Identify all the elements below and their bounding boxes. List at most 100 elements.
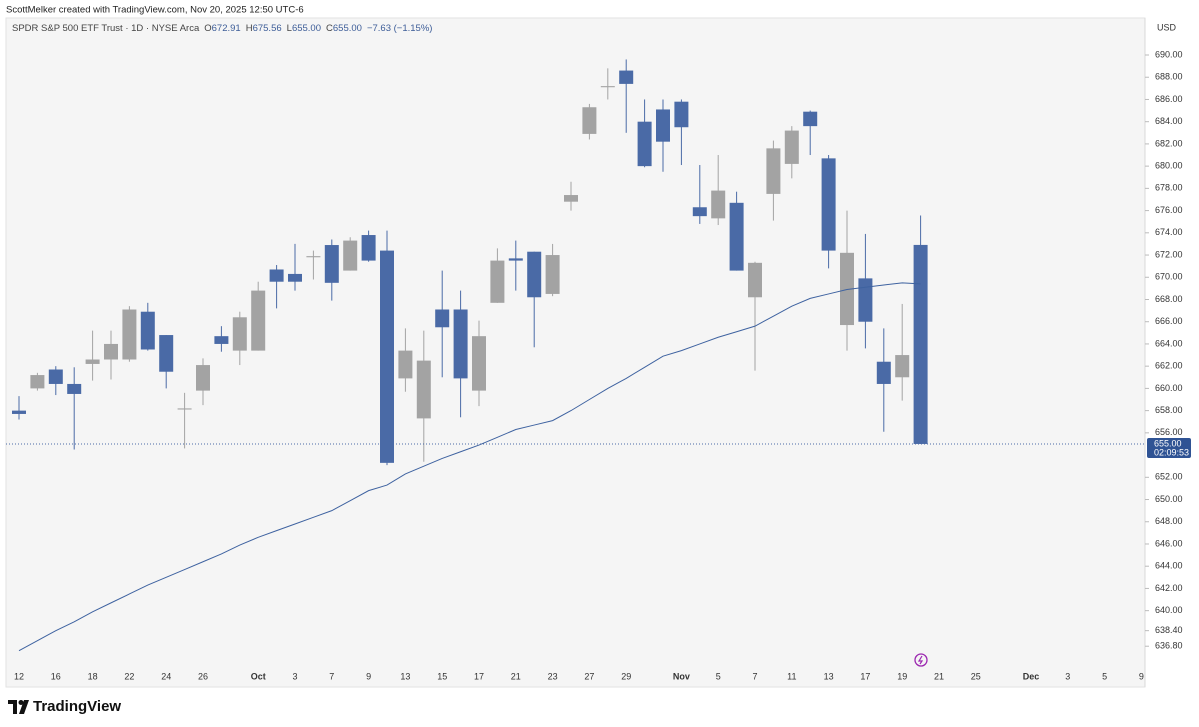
x-tick-label: 11 [787, 671, 796, 681]
icon-circle [914, 653, 928, 667]
y-tick-label: 648.00 [1155, 516, 1183, 526]
candle-body [177, 408, 192, 410]
x-tick-label: 18 [88, 671, 98, 681]
brand-logo [8, 700, 29, 714]
x-tick-label: 3 [292, 671, 297, 681]
symbol: SPDR S&P 500 ETF Trust · 1D · NYSE Arca [12, 23, 200, 34]
x-tick-label: Nov [673, 671, 690, 681]
legend: SPDR S&P 500 ETF Trust · 1D · NYSE Arca O… [12, 23, 432, 34]
candle-body [288, 273, 302, 282]
candle-body [637, 121, 652, 167]
candle-body [159, 335, 174, 372]
x-tick-label: 27 [584, 671, 594, 681]
y-tick-label: 650.00 [1155, 494, 1183, 504]
ohlc-value: 655.00 [292, 23, 321, 34]
candle-body [140, 311, 155, 350]
candle-body [766, 148, 781, 194]
x-tick-label: 21 [511, 671, 521, 681]
candle-body [619, 70, 634, 84]
candle-body [416, 360, 431, 419]
last-price-label: 655.00 [1154, 438, 1182, 448]
candle-body [122, 309, 137, 360]
candle-body [784, 130, 799, 164]
candle-body [600, 86, 615, 88]
candle-body [398, 350, 413, 379]
y-tick-label: 658.00 [1155, 405, 1183, 415]
candle-body [380, 250, 394, 463]
candle-body [30, 375, 45, 389]
ohlc-label: O [204, 23, 211, 34]
candle-body [527, 251, 542, 298]
x-tick-label: 25 [971, 671, 981, 681]
replay-icon[interactable] [914, 653, 928, 667]
logo-dot [18, 700, 24, 705]
y-tick-label: 682.00 [1155, 138, 1183, 148]
y-tick-label: 640.00 [1155, 605, 1183, 615]
candle-body [85, 359, 100, 364]
candle-body [453, 309, 468, 379]
x-tick-label: Dec [1023, 671, 1040, 681]
y-tick-label: 636.80 [1155, 641, 1183, 651]
logo-mark [8, 700, 17, 714]
candle-body [104, 343, 118, 360]
last-price-badge [1147, 437, 1191, 458]
x-tick-label: 15 [437, 671, 447, 681]
candle-body [564, 195, 578, 202]
ohlc-label: H [246, 23, 253, 34]
candle-body [858, 278, 873, 322]
y-tick-label: 644.00 [1155, 561, 1183, 571]
candle-body [232, 317, 247, 351]
ohlc-label: L [287, 23, 292, 34]
x-tick-label: 12 [14, 671, 24, 681]
candle-body [196, 365, 210, 391]
x-tick-label: 5 [1102, 671, 1107, 681]
candle-body [67, 383, 82, 394]
y-tick-label: 686.00 [1155, 94, 1183, 104]
y-tick-label: 638.40 [1155, 625, 1183, 635]
currency: USD [1157, 22, 1177, 32]
candle-body [306, 256, 321, 258]
x-tick-label: 13 [824, 671, 834, 681]
y-tick-label: 652.00 [1155, 472, 1183, 482]
x-tick-label: 3 [1065, 671, 1070, 681]
y-tick-label: 646.00 [1155, 538, 1183, 548]
y-tick-label: 660.00 [1155, 383, 1183, 393]
x-tick-label: 17 [860, 671, 870, 681]
candle-body [12, 410, 26, 414]
brand: TradingView [33, 698, 121, 715]
x-tick-label: 19 [897, 671, 907, 681]
candle-body [251, 290, 266, 351]
candle-body [692, 207, 707, 217]
y-tick-label: 678.00 [1155, 183, 1183, 193]
x-tick-label: 22 [124, 671, 134, 681]
ohlc-value: 655.00 [333, 23, 362, 34]
x-tick-label: 29 [621, 671, 631, 681]
candle-body [435, 309, 450, 328]
candle-body [895, 355, 910, 378]
candle-body [214, 336, 229, 344]
y-tick-label: 684.00 [1155, 116, 1183, 126]
countdown: 02:09:53 [1154, 447, 1189, 457]
candle-body [803, 111, 818, 127]
x-tick-label: 26 [198, 671, 208, 681]
y-tick-label: 690.00 [1155, 49, 1183, 59]
candle-body [324, 245, 339, 283]
candle-body [656, 109, 670, 142]
candle-body [545, 255, 560, 294]
moving-average [18, 282, 921, 652]
candle-body [711, 190, 726, 219]
candle-body [269, 269, 284, 282]
x-tick-label: 7 [329, 671, 334, 681]
candle-body [821, 158, 836, 251]
candle-body [582, 107, 597, 134]
y-tick-label: 656.00 [1155, 427, 1183, 437]
candle-body [361, 235, 376, 261]
x-tick-label: 9 [1139, 671, 1144, 681]
y-tick-label: 670.00 [1155, 272, 1183, 282]
y-tick-label: 672.00 [1155, 249, 1183, 259]
y-tick-label: 664.00 [1155, 338, 1183, 348]
candle-body [840, 252, 854, 326]
candle-body [674, 101, 689, 128]
icon-bolt [917, 655, 924, 665]
